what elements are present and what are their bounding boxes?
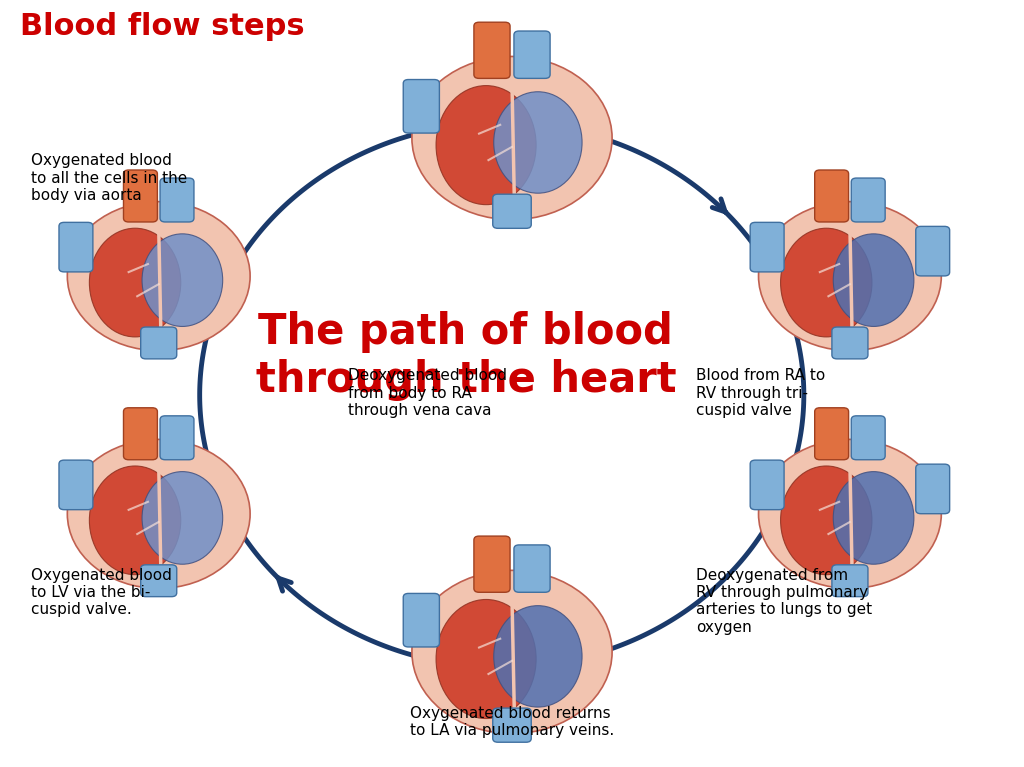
FancyBboxPatch shape (160, 178, 194, 222)
Ellipse shape (412, 571, 612, 733)
Ellipse shape (436, 600, 537, 719)
FancyBboxPatch shape (831, 327, 868, 359)
Ellipse shape (68, 439, 250, 588)
Text: Deoxygenated blood
from body to RA
through vena cava: Deoxygenated blood from body to RA throu… (348, 368, 507, 418)
FancyBboxPatch shape (124, 408, 158, 459)
FancyBboxPatch shape (514, 31, 550, 78)
Ellipse shape (494, 92, 582, 193)
Ellipse shape (759, 439, 941, 588)
FancyBboxPatch shape (59, 222, 93, 272)
FancyBboxPatch shape (124, 170, 158, 222)
FancyBboxPatch shape (851, 178, 885, 222)
FancyBboxPatch shape (915, 226, 949, 276)
Text: Deoxygenated from
RV through pulmonary
arteries to lungs to get
oxygen: Deoxygenated from RV through pulmonary a… (696, 568, 872, 635)
Ellipse shape (142, 234, 222, 327)
FancyBboxPatch shape (815, 170, 849, 222)
Text: The path of blood
through the heart: The path of blood through the heart (256, 311, 676, 401)
FancyBboxPatch shape (514, 545, 550, 592)
Ellipse shape (89, 229, 181, 337)
Text: Oxygenated blood
to LV via the bi-
cuspid valve.: Oxygenated blood to LV via the bi- cuspi… (31, 568, 172, 617)
FancyBboxPatch shape (915, 464, 949, 514)
Ellipse shape (436, 86, 537, 205)
Ellipse shape (834, 234, 913, 327)
Ellipse shape (412, 57, 612, 219)
FancyBboxPatch shape (831, 565, 868, 597)
FancyBboxPatch shape (403, 594, 439, 647)
FancyBboxPatch shape (815, 408, 849, 459)
Ellipse shape (68, 202, 250, 351)
FancyBboxPatch shape (493, 194, 531, 229)
FancyBboxPatch shape (851, 416, 885, 459)
FancyBboxPatch shape (751, 222, 784, 272)
FancyBboxPatch shape (140, 327, 177, 359)
Text: Blood from RA to
RV through tri-
cuspid valve: Blood from RA to RV through tri- cuspid … (696, 368, 825, 418)
Text: Oxygenated blood
to all the cells in the
body via aorta: Oxygenated blood to all the cells in the… (31, 153, 187, 203)
FancyBboxPatch shape (493, 708, 531, 742)
Ellipse shape (89, 466, 181, 574)
FancyBboxPatch shape (59, 460, 93, 509)
Ellipse shape (780, 229, 872, 337)
FancyBboxPatch shape (751, 460, 784, 509)
Text: Blood flow steps: Blood flow steps (20, 12, 305, 41)
Ellipse shape (759, 202, 941, 351)
FancyBboxPatch shape (474, 536, 510, 592)
Ellipse shape (834, 472, 913, 565)
FancyBboxPatch shape (140, 565, 177, 597)
Ellipse shape (494, 606, 582, 707)
FancyBboxPatch shape (474, 22, 510, 78)
Ellipse shape (142, 472, 222, 565)
Text: Oxygenated blood returns
to LA via pulmonary veins.: Oxygenated blood returns to LA via pulmo… (410, 706, 614, 738)
FancyBboxPatch shape (160, 416, 194, 459)
Ellipse shape (780, 466, 872, 574)
FancyBboxPatch shape (403, 80, 439, 133)
